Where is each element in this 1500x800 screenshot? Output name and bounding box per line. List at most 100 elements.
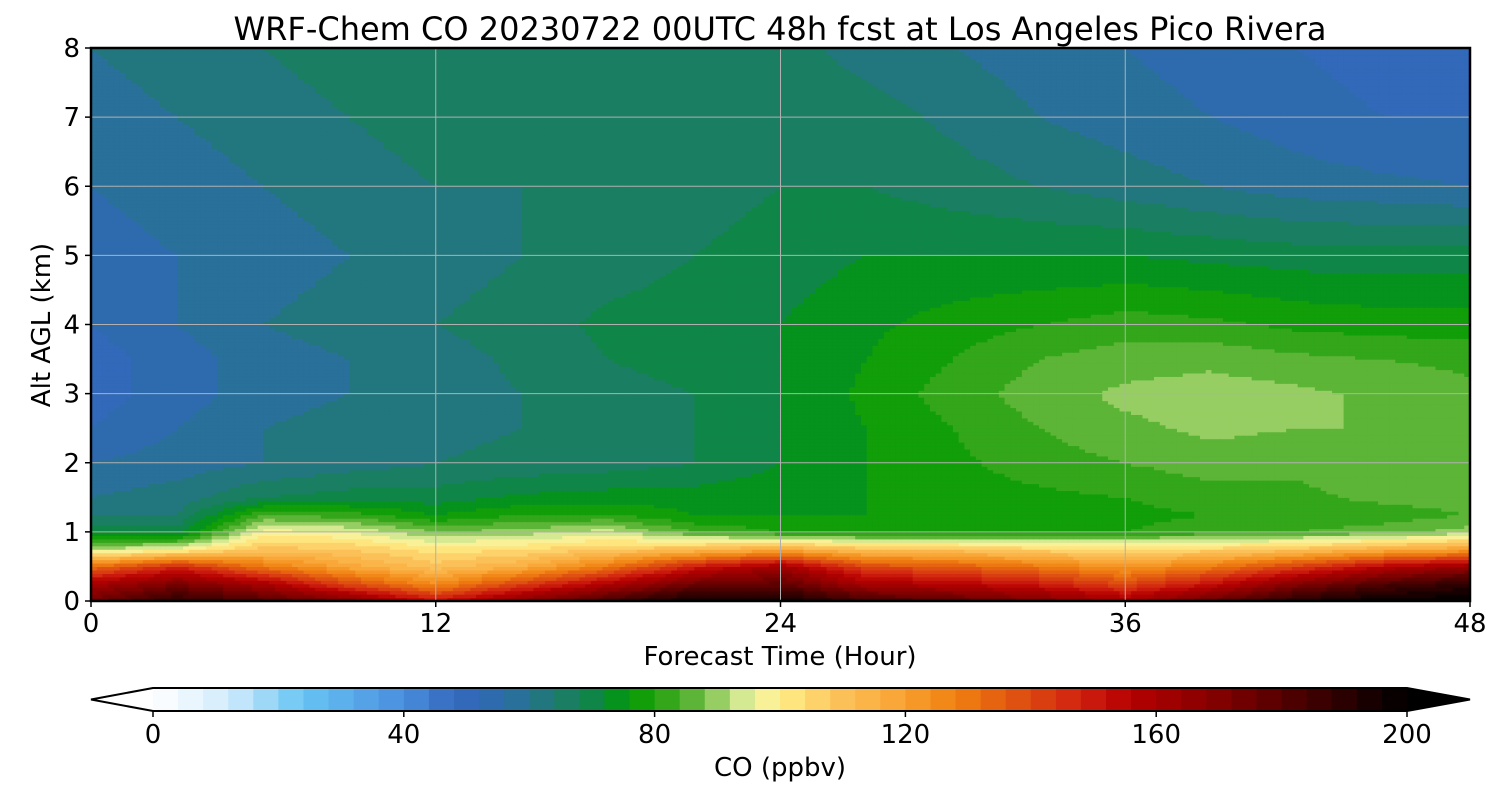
field-cell bbox=[1148, 594, 1154, 598]
field-cell bbox=[769, 591, 775, 595]
field-cell bbox=[844, 594, 850, 598]
chart-title: WRF-Chem CO 20230722 00UTC 48h fcst at L… bbox=[234, 10, 1327, 48]
field-cell bbox=[1407, 591, 1413, 595]
field-cell bbox=[878, 591, 884, 595]
field-cell bbox=[120, 591, 126, 595]
field-cell bbox=[1097, 591, 1103, 595]
field-cell bbox=[154, 591, 160, 595]
field-cell bbox=[327, 591, 333, 595]
field-cell bbox=[717, 591, 723, 595]
field-cell bbox=[723, 591, 729, 595]
field-cell bbox=[1125, 591, 1131, 595]
field-cell bbox=[987, 591, 993, 595]
field-cell bbox=[758, 594, 764, 598]
field-cell bbox=[1005, 594, 1011, 598]
field-cell bbox=[217, 591, 223, 595]
field-cell bbox=[1355, 594, 1361, 598]
field-cell bbox=[464, 594, 470, 598]
field-cell bbox=[1355, 591, 1361, 595]
field-cell bbox=[1252, 594, 1258, 598]
field-cell bbox=[442, 591, 448, 595]
field-cell bbox=[378, 594, 384, 598]
field-cell bbox=[620, 591, 626, 595]
field-cell bbox=[229, 591, 235, 595]
field-cell bbox=[1079, 591, 1085, 595]
field-cell bbox=[229, 594, 235, 598]
field-cell bbox=[826, 594, 832, 598]
field-cell bbox=[419, 594, 425, 598]
field-cell bbox=[315, 594, 321, 598]
field-cell bbox=[510, 594, 516, 598]
field-cell bbox=[625, 594, 631, 598]
field-cell bbox=[1418, 591, 1424, 595]
field-cell bbox=[614, 594, 620, 598]
field-cell bbox=[1097, 594, 1103, 598]
field-cell bbox=[1223, 591, 1229, 595]
field-cell bbox=[533, 591, 539, 595]
field-cell bbox=[1315, 591, 1321, 595]
field-cell bbox=[1344, 594, 1350, 598]
field-cell bbox=[1332, 594, 1338, 598]
field-cell bbox=[809, 594, 815, 598]
field-cell bbox=[689, 594, 695, 598]
field-cell bbox=[763, 591, 769, 595]
field-cell bbox=[1074, 591, 1080, 595]
field-cell bbox=[1372, 594, 1378, 598]
field-cell bbox=[1413, 591, 1419, 595]
field-cell bbox=[1309, 591, 1315, 595]
field-cell bbox=[867, 594, 873, 598]
field-cell bbox=[1022, 591, 1028, 595]
field-cell bbox=[436, 594, 442, 598]
field-cell bbox=[803, 594, 809, 598]
field-cell bbox=[1303, 591, 1309, 595]
co-forecast-chart: WRF-Chem CO 20230722 00UTC 48h fcst at L… bbox=[0, 0, 1500, 800]
field-cell bbox=[694, 594, 700, 598]
field-cell bbox=[637, 591, 643, 595]
field-cell bbox=[660, 591, 666, 595]
field-cell bbox=[1131, 594, 1137, 598]
field-cell bbox=[568, 594, 574, 598]
field-cell bbox=[183, 591, 189, 595]
field-cell bbox=[183, 594, 189, 598]
field-cell bbox=[878, 594, 884, 598]
field-cell bbox=[304, 594, 310, 598]
field-cell bbox=[143, 591, 149, 595]
field-cell bbox=[815, 594, 821, 598]
field-cell bbox=[1309, 594, 1315, 598]
field-cell bbox=[1171, 591, 1177, 595]
field-cell bbox=[1263, 591, 1269, 595]
field-cell bbox=[643, 594, 649, 598]
field-cell bbox=[792, 591, 798, 595]
field-cell bbox=[941, 591, 947, 595]
field-cell bbox=[1177, 591, 1183, 595]
field-cell bbox=[1424, 594, 1430, 598]
field-cell bbox=[786, 594, 792, 598]
field-cell bbox=[574, 594, 580, 598]
field-cell bbox=[482, 594, 488, 598]
field-cell bbox=[769, 594, 775, 598]
field-cell bbox=[579, 594, 585, 598]
field-cell bbox=[1453, 591, 1459, 595]
field-cell bbox=[689, 591, 695, 595]
field-cell bbox=[631, 594, 637, 598]
field-cell bbox=[189, 591, 195, 595]
field-cell bbox=[516, 594, 522, 598]
field-cell bbox=[522, 594, 528, 598]
field-cell bbox=[671, 594, 677, 598]
field-cell bbox=[1384, 594, 1390, 598]
field-cell bbox=[1280, 594, 1286, 598]
field-cell bbox=[1154, 591, 1160, 595]
field-cell bbox=[1165, 591, 1171, 595]
field-cell bbox=[723, 594, 729, 598]
field-cell bbox=[936, 591, 942, 595]
field-cell bbox=[982, 594, 988, 598]
field-cell bbox=[844, 591, 850, 595]
field-cell bbox=[1165, 594, 1171, 598]
field-cell bbox=[849, 591, 855, 595]
field-cell bbox=[654, 594, 660, 598]
field-cell bbox=[459, 591, 465, 595]
field-cell bbox=[240, 594, 246, 598]
field-cell bbox=[700, 594, 706, 598]
field-cell bbox=[114, 594, 120, 598]
field-cell bbox=[327, 594, 333, 598]
